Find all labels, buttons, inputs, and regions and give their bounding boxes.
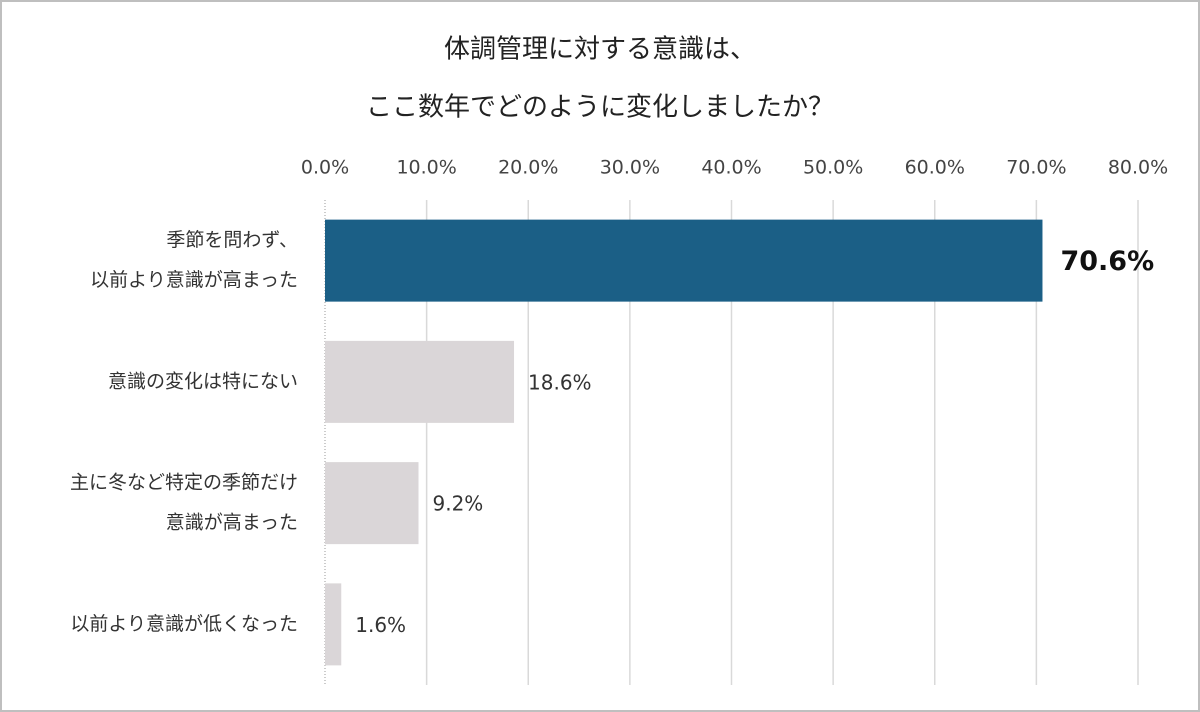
x-tick-label: 50.0% xyxy=(803,157,863,179)
x-tick-label: 40.0% xyxy=(701,157,761,179)
x-tick-label: 0.0% xyxy=(301,157,349,179)
bar xyxy=(325,583,342,666)
bar xyxy=(325,462,419,545)
value-label: 9.2% xyxy=(432,492,483,516)
value-label: 70.6% xyxy=(1060,246,1154,277)
x-tick-label: 30.0% xyxy=(600,157,660,179)
category-label: 意識の変化は特にない xyxy=(108,370,298,392)
x-tick-label: 10.0% xyxy=(396,157,456,179)
category-label: 主に冬など特定の季節だけ xyxy=(70,472,298,494)
value-label: 18.6% xyxy=(528,370,592,394)
chart-title: 体調管理に対する意識は、 xyxy=(444,35,756,65)
x-tick-label: 60.0% xyxy=(905,157,965,179)
category-label: 意識が高まった xyxy=(166,512,298,534)
bar xyxy=(325,219,1043,302)
category-label: 以前より意識が低くなった xyxy=(70,613,298,635)
value-label: 1.6% xyxy=(355,613,406,637)
x-tick-label: 20.0% xyxy=(498,157,558,179)
x-tick-label: 70.0% xyxy=(1006,157,1066,179)
category-label: 以前より意識が高まった xyxy=(90,269,298,291)
x-tick-label: 80.0% xyxy=(1108,157,1168,179)
bar xyxy=(325,340,515,423)
category-label: 季節を問わず、 xyxy=(166,229,298,251)
chart-title: ここ数年でどのように変化しましたか？ xyxy=(366,93,834,123)
